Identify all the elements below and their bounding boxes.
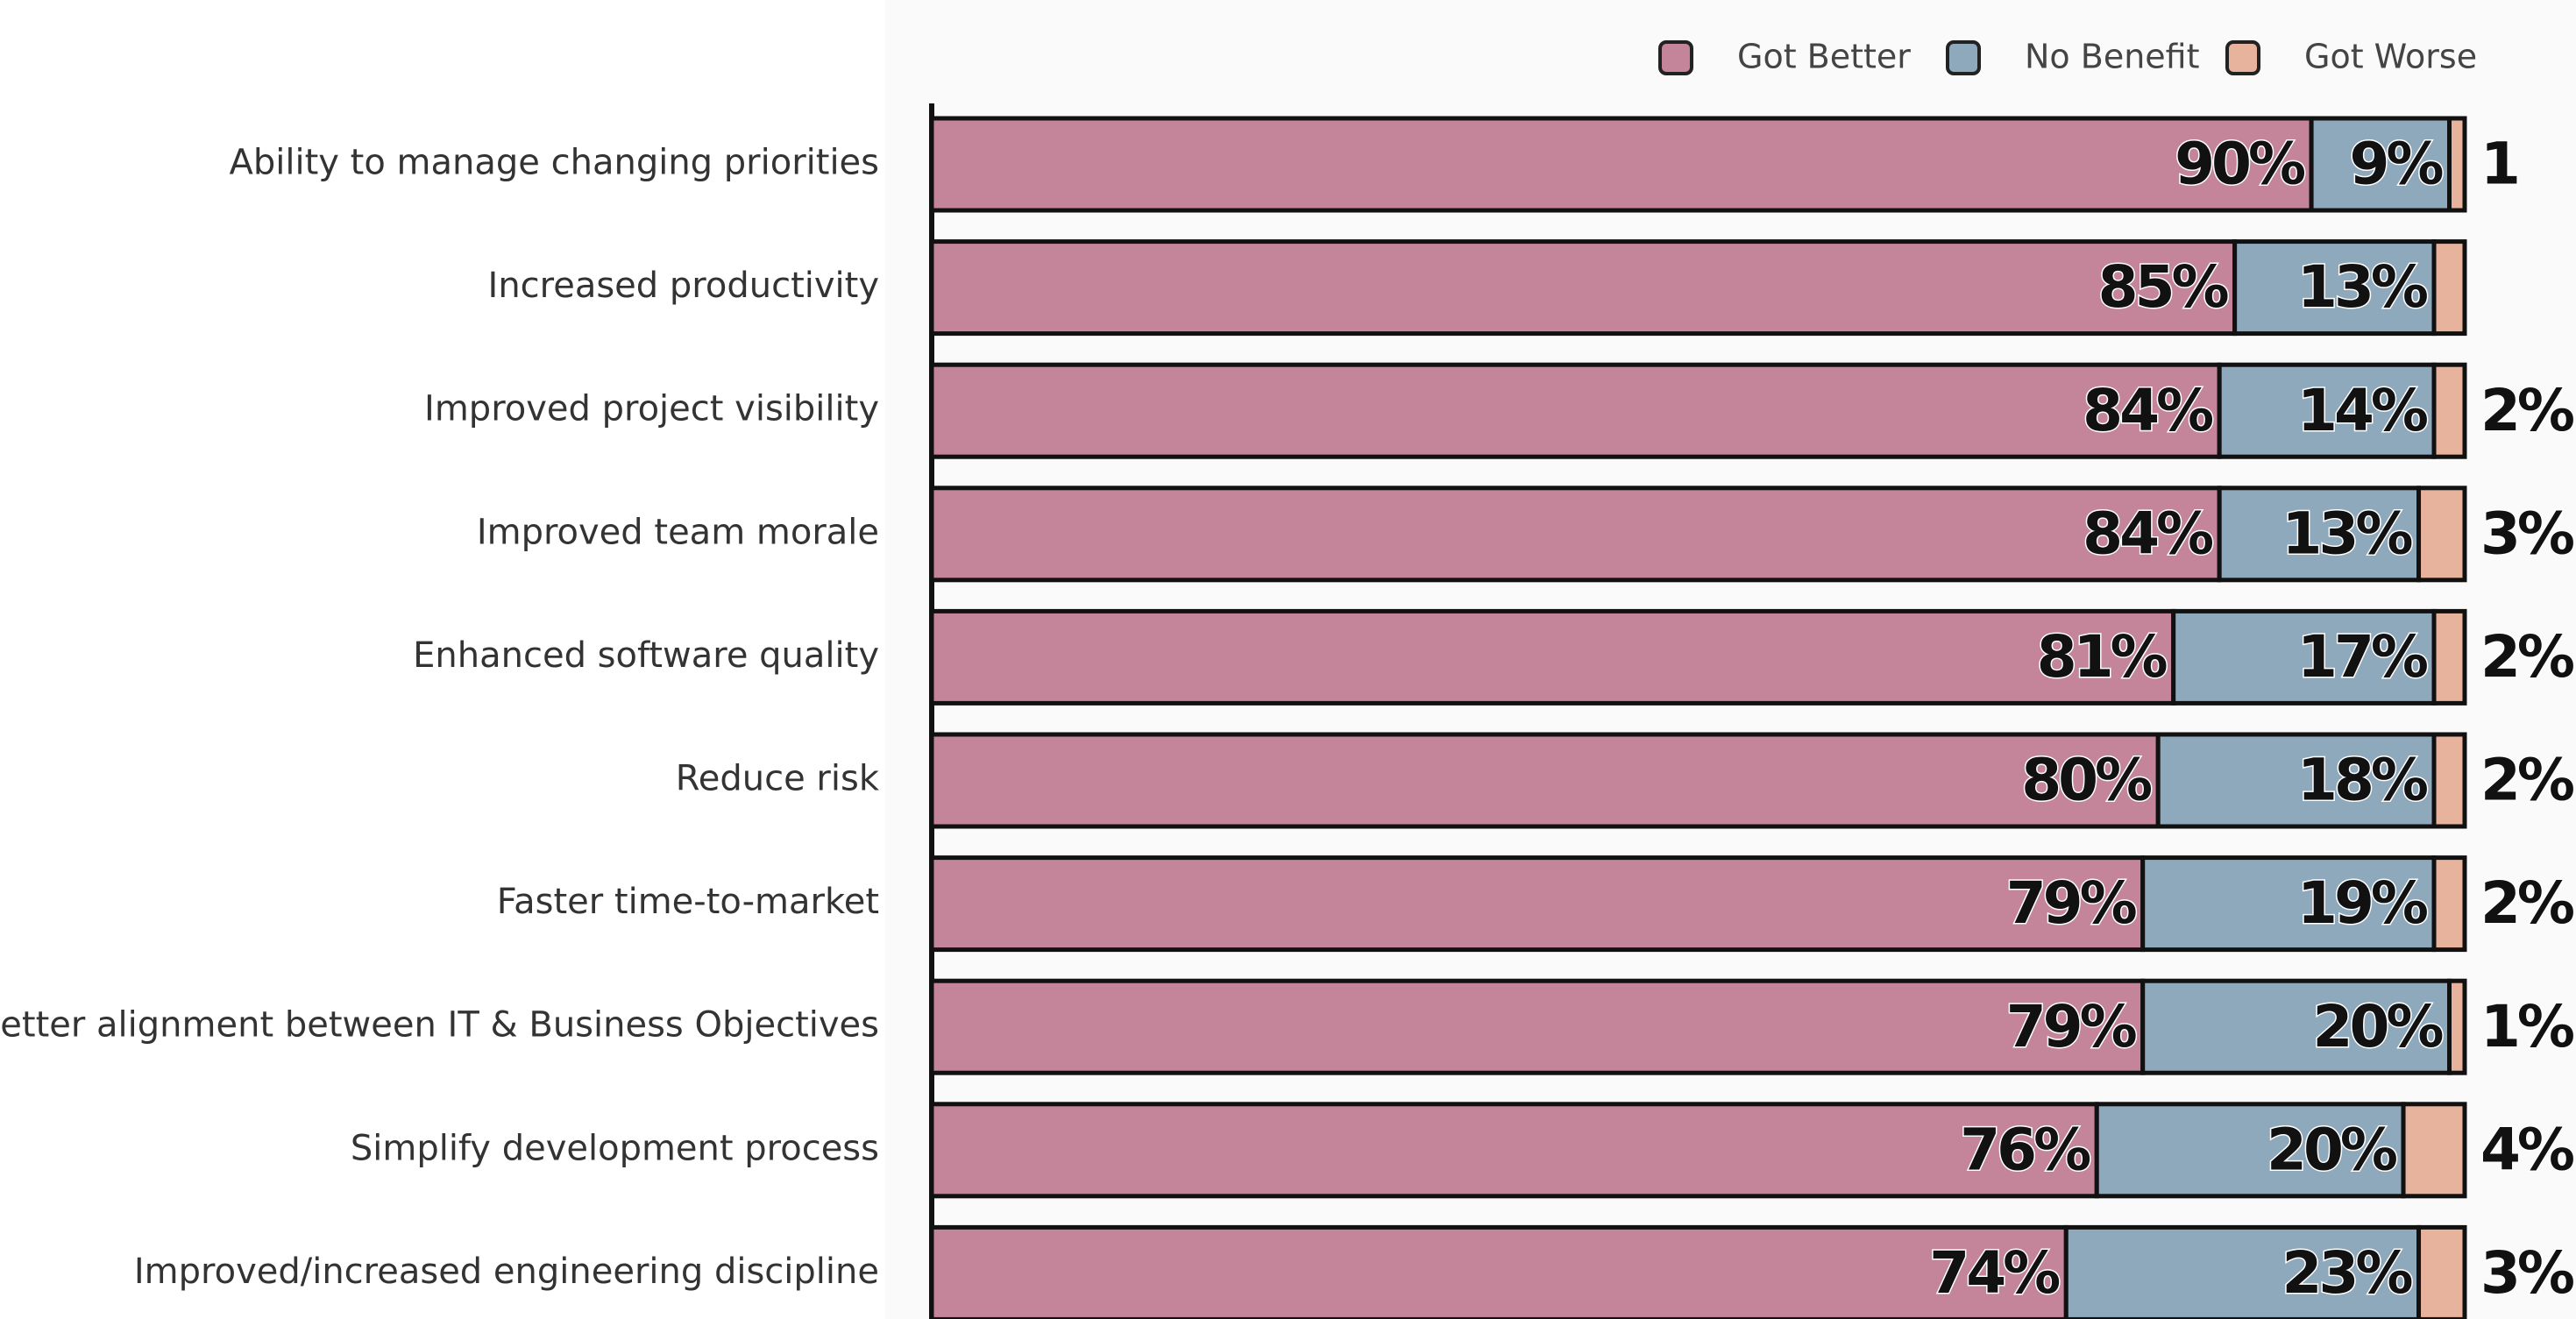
bar-segment bbox=[929, 1224, 2069, 1319]
value-label: 19% bbox=[2297, 869, 2428, 937]
category-label: Improved/increased engineering disciplin… bbox=[134, 1252, 879, 1292]
value-label: 20% bbox=[2313, 993, 2444, 1060]
bar-segment bbox=[2431, 732, 2467, 829]
bar-segment bbox=[929, 855, 2146, 953]
value-label: 4% bbox=[2480, 1116, 2574, 1183]
bar-segment bbox=[929, 116, 2314, 213]
value-label: 84% bbox=[2083, 500, 2213, 567]
category-label: Reduce risk bbox=[676, 759, 880, 799]
legend-swatch bbox=[1658, 40, 1693, 75]
value-label: 85% bbox=[2098, 253, 2229, 321]
bar-segment bbox=[929, 732, 2161, 829]
value-label: 81% bbox=[2037, 623, 2168, 691]
bar-segment bbox=[2063, 1224, 2422, 1319]
legend-label: Got Better bbox=[1737, 38, 1911, 76]
bar-segment bbox=[2447, 116, 2467, 213]
bar-segment bbox=[2431, 239, 2467, 337]
legend-swatch bbox=[2225, 40, 2260, 75]
value-label: 18% bbox=[2297, 747, 2428, 814]
value-label: 17% bbox=[2297, 623, 2428, 691]
value-label: 1% bbox=[2480, 993, 2574, 1060]
value-label: 1 bbox=[2480, 131, 2517, 198]
category-label: Simplify development process bbox=[351, 1128, 879, 1168]
bar-segment bbox=[929, 1102, 2099, 1199]
value-label: 14% bbox=[2297, 377, 2428, 444]
category-label: Improved team morale bbox=[477, 512, 879, 552]
value-label: 80% bbox=[2021, 747, 2152, 814]
bar-segment bbox=[929, 362, 2222, 459]
category-label: Faster time-to-market bbox=[497, 882, 879, 922]
bar-segment bbox=[2416, 486, 2467, 583]
bar-segment bbox=[929, 978, 2146, 1075]
bar-segment bbox=[2232, 239, 2437, 337]
legend-label: Got Worse bbox=[2304, 38, 2477, 76]
value-label: 2% bbox=[2480, 747, 2574, 814]
legend-label: No Benefit bbox=[2025, 38, 2200, 76]
value-label: 84% bbox=[2083, 377, 2213, 444]
value-label: 3% bbox=[2480, 500, 2574, 567]
bar-segment bbox=[2431, 608, 2467, 706]
bar-segment bbox=[929, 239, 2238, 337]
value-label: 20% bbox=[2267, 1116, 2397, 1183]
value-label: 3% bbox=[2480, 1239, 2574, 1307]
bar-segment bbox=[2431, 362, 2467, 459]
value-label: 23% bbox=[2282, 1239, 2413, 1307]
bar-segment bbox=[2431, 855, 2467, 953]
bar-segment bbox=[2155, 732, 2437, 829]
value-label: 90% bbox=[2175, 131, 2305, 198]
value-label: 9% bbox=[2349, 131, 2443, 198]
value-label: 74% bbox=[1929, 1239, 2060, 1307]
bar-segment bbox=[2217, 362, 2437, 459]
category-label: Increased productivity bbox=[488, 266, 879, 306]
value-label: 79% bbox=[2006, 869, 2137, 937]
category-label: Improved project visibility bbox=[424, 389, 879, 429]
category-label: Better alignment between IT & Business O… bbox=[0, 1005, 879, 1046]
bar-segment bbox=[2416, 1224, 2467, 1319]
value-label: 76% bbox=[1960, 1116, 2090, 1183]
bar-segment bbox=[929, 608, 2176, 706]
category-label: Ability to manage changing priorities bbox=[230, 143, 879, 183]
value-label: 13% bbox=[2297, 253, 2428, 321]
value-label: 2% bbox=[2480, 623, 2574, 691]
bar-segment bbox=[929, 486, 2222, 583]
bar-segment bbox=[2401, 1102, 2467, 1199]
legend-swatch bbox=[1946, 40, 1981, 75]
bar-segment bbox=[2447, 978, 2467, 1075]
bar-segment bbox=[2217, 486, 2422, 583]
value-label: 79% bbox=[2006, 993, 2137, 1060]
bar-segment bbox=[2309, 116, 2452, 213]
category-label: Enhanced software quality bbox=[413, 635, 879, 676]
value-label: 2% bbox=[2480, 869, 2574, 937]
value-label: 13% bbox=[2282, 500, 2413, 567]
value-label: 2% bbox=[2480, 377, 2574, 444]
